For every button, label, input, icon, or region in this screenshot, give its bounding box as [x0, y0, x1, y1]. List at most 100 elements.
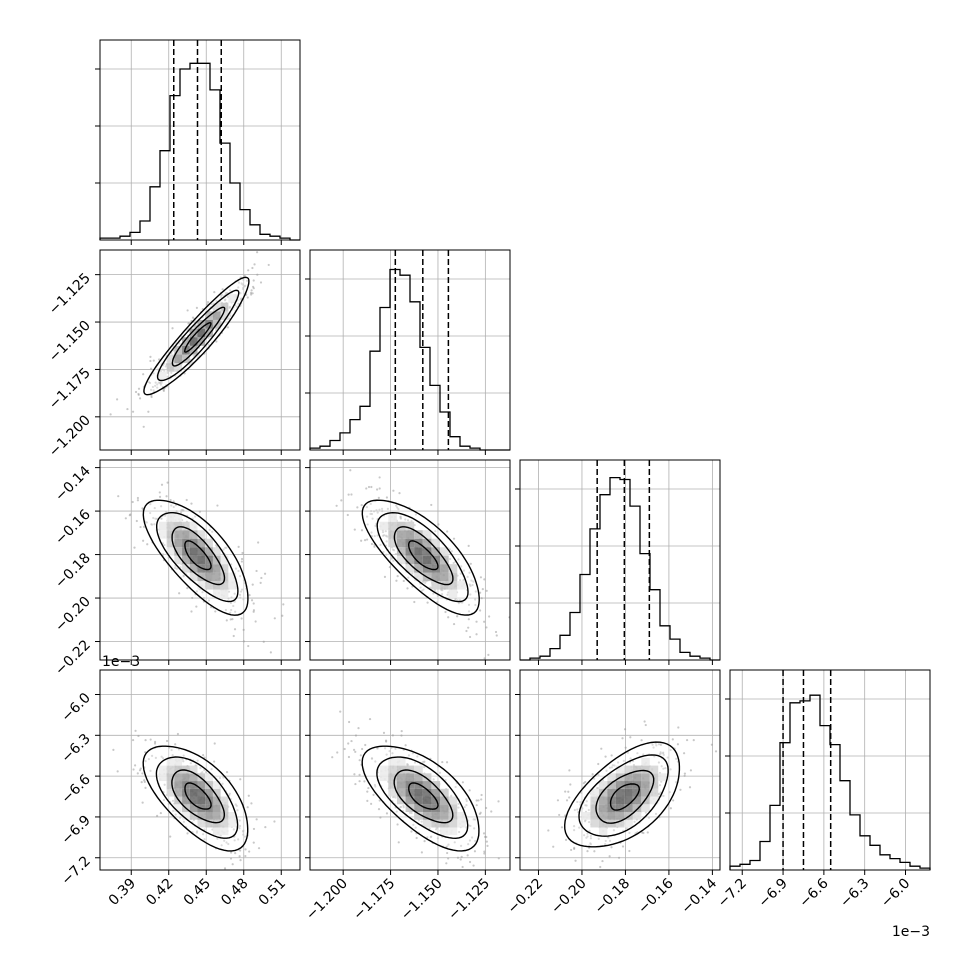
scatter-point	[671, 738, 674, 741]
scatter-point	[359, 754, 362, 757]
scatter-point	[233, 600, 236, 603]
density-cell	[431, 564, 441, 573]
scatter-point	[132, 768, 135, 771]
scatter-point	[373, 534, 376, 538]
density-cell	[174, 757, 183, 766]
scatter-point	[391, 752, 394, 755]
scatter-point	[182, 760, 185, 763]
scatter-point	[381, 534, 385, 537]
density-cell	[197, 773, 206, 782]
scatter-point	[360, 529, 364, 532]
density-cell	[590, 812, 599, 820]
scatter-point	[391, 796, 395, 799]
scatter-point	[426, 836, 429, 839]
contour-line	[361, 745, 480, 852]
density-cell	[422, 538, 432, 548]
scatter-point	[260, 576, 263, 580]
scatter-point	[675, 781, 678, 784]
density-cell	[388, 788, 397, 797]
scatter-point	[378, 508, 381, 511]
scatter-point	[208, 528, 211, 531]
scatter-point	[463, 805, 466, 809]
scatter-point	[477, 799, 480, 802]
density-cell	[379, 521, 389, 531]
scatter-point	[233, 592, 236, 595]
scatter-point	[642, 831, 645, 835]
scatter-point	[151, 385, 154, 389]
density-cell	[440, 572, 449, 582]
pair-panel	[309, 459, 511, 661]
scatter-point	[239, 590, 243, 593]
scatter-point	[216, 837, 219, 840]
scatter-point	[136, 496, 140, 500]
contour-line	[142, 745, 249, 852]
scatter-point	[232, 604, 235, 608]
density-cell	[220, 311, 229, 320]
scatter-point	[171, 799, 175, 802]
density-cell	[615, 819, 625, 828]
density-cell	[182, 530, 190, 539]
y-tick-label: −1.200	[46, 412, 94, 460]
scatter-point	[391, 734, 394, 737]
scatter-point	[406, 763, 409, 766]
scatter-point	[231, 618, 234, 621]
scatter-point	[483, 657, 486, 660]
scatter-point	[654, 812, 658, 816]
scatter-point	[413, 600, 416, 604]
density-cell	[197, 538, 206, 548]
density-cell	[205, 773, 213, 782]
scatter-point	[204, 771, 207, 774]
contour-line	[142, 499, 249, 616]
scatter-point	[354, 750, 357, 753]
density-cell	[414, 572, 423, 582]
scatter-point	[374, 760, 377, 763]
scatter-point	[672, 799, 675, 802]
scatter-point	[380, 507, 384, 510]
density-cell	[174, 363, 183, 372]
scatter-point	[658, 784, 662, 787]
scatter-point	[241, 283, 244, 286]
scatter-point	[186, 587, 189, 590]
scatter-point	[182, 575, 185, 578]
scatter-point	[657, 761, 661, 764]
histogram-step-line	[520, 476, 720, 661]
scatter-point	[560, 826, 564, 829]
scatter-point	[202, 754, 205, 757]
contour-line	[171, 769, 225, 824]
scatter-point	[452, 561, 455, 565]
scatter-point	[248, 850, 251, 853]
scatter-point	[213, 291, 216, 294]
scatter-point	[234, 851, 237, 855]
density-cell	[228, 812, 237, 820]
scatter-point	[454, 597, 457, 600]
scatter-point	[189, 762, 192, 765]
scatter-point	[660, 765, 663, 768]
scatter-point	[583, 834, 586, 837]
pair-panel	[99, 459, 301, 661]
density-cell	[624, 804, 633, 813]
density-cell	[405, 521, 415, 531]
x-tick-label: 0.48	[218, 876, 251, 909]
scatter-point	[186, 875, 188, 877]
scatter-point	[397, 508, 400, 511]
scatter-point	[424, 581, 427, 584]
scatter-point	[610, 766, 613, 769]
scatter-point	[153, 523, 156, 526]
scatter-point	[450, 794, 453, 797]
scatter-point	[254, 620, 257, 623]
contour-line	[408, 540, 439, 571]
scatter-point	[363, 780, 366, 783]
density-cell	[182, 521, 190, 531]
scatter-point	[340, 499, 343, 502]
scatter-point	[133, 546, 136, 549]
scatter-point	[573, 847, 576, 851]
scatter-point	[683, 772, 687, 775]
scatter-point	[440, 592, 444, 596]
scatter-point	[468, 635, 472, 639]
scatter-point	[353, 528, 356, 531]
scatter-point	[179, 566, 182, 569]
density-cell	[212, 564, 221, 573]
scatter-point	[141, 801, 144, 804]
scatter-point	[365, 515, 369, 518]
scatter-point	[572, 825, 576, 828]
